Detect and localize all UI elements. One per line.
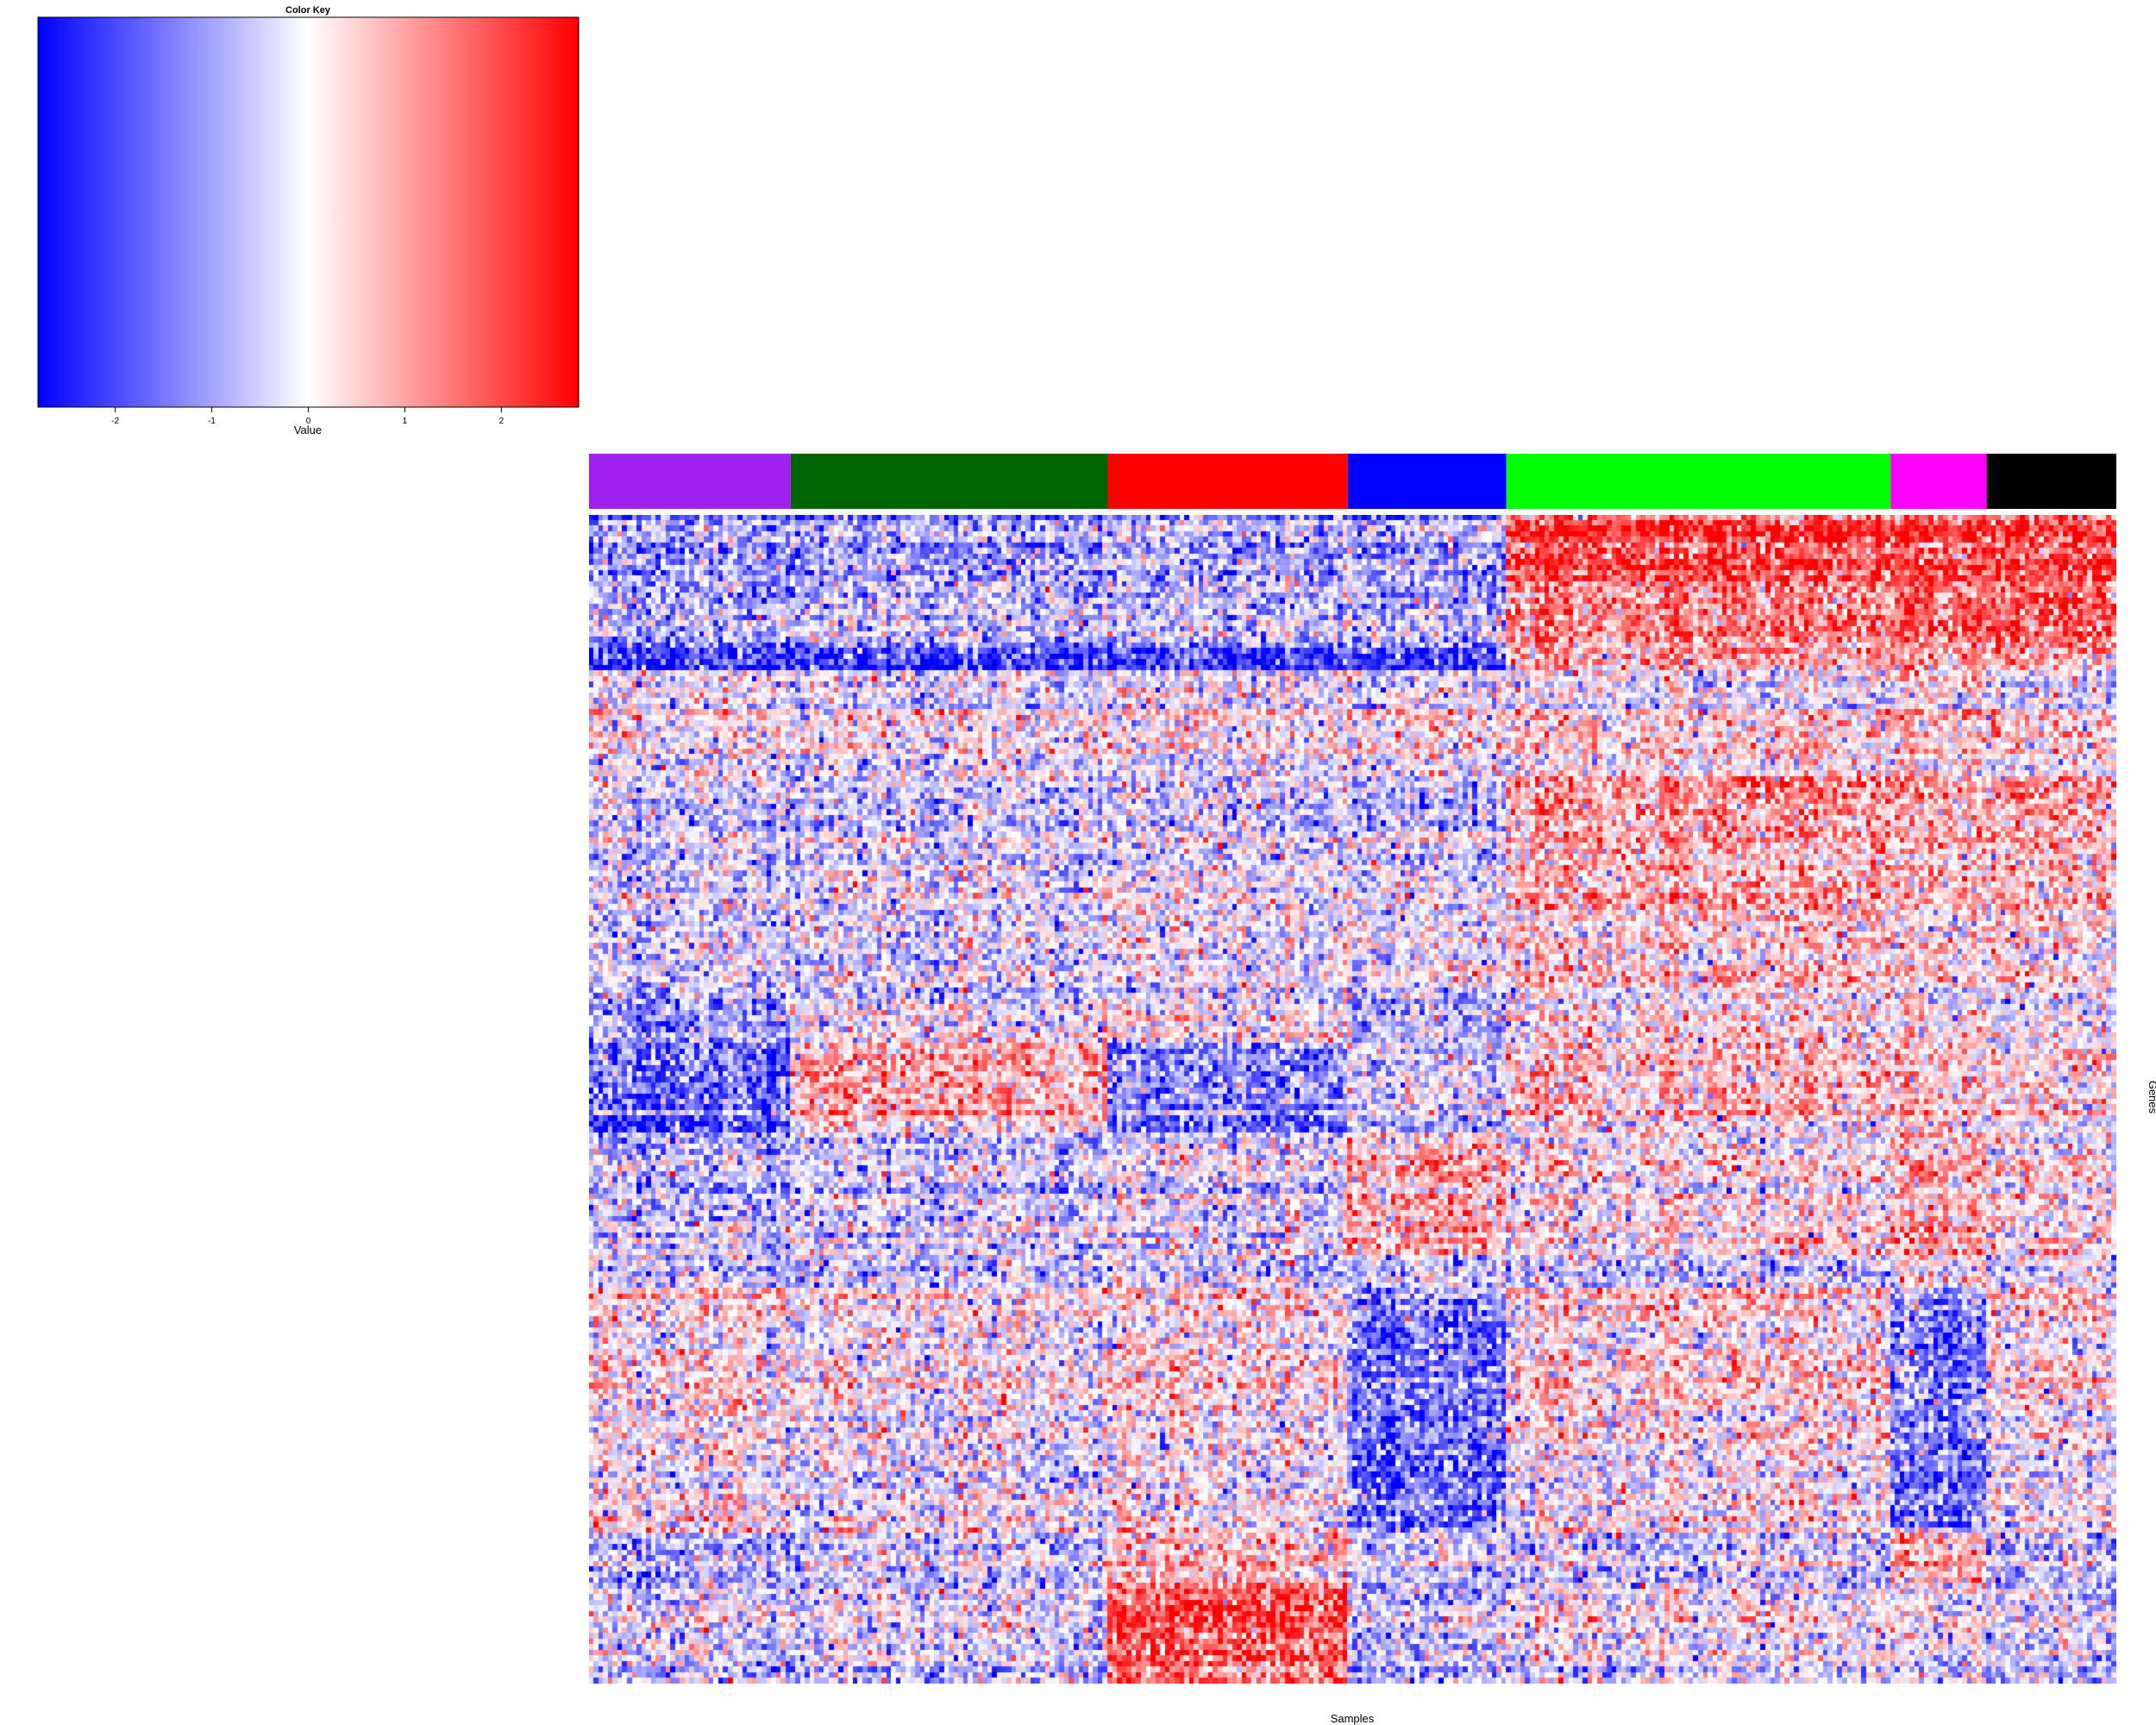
sample-group-group-purple [589,454,791,509]
sample-group-group-blue [1347,454,1507,509]
sample-group-group-magenta [1890,454,1987,509]
x-axis-label: Samples [1331,1712,1375,1725]
color-key-tick-label: -1 [208,417,216,426]
y-axis-label: Genes [2147,1081,2156,1114]
color-key-xlabel: Value [294,423,322,436]
sample-group-bar [589,454,2116,509]
color-key-tick-label: 2 [499,417,505,426]
color-key-gradient [37,16,580,408]
color-key-ticks: -2 -1 0 1 2 [111,407,505,426]
sample-group-group-red [1107,454,1348,509]
color-key-tick-label: 1 [403,417,408,426]
color-key-tick-label: 0 [306,417,311,426]
color-key: Color Key -2 -1 0 1 2 Value [37,5,580,436]
color-key-title: Color Key [285,5,331,16]
sample-group-group-green [1506,454,1891,509]
sample-group-group-darkgreen [790,454,1108,509]
heatmap-matrix [589,515,2116,1684]
sample-group-group-black [1986,454,2116,509]
color-key-tick-label: -2 [111,417,119,426]
